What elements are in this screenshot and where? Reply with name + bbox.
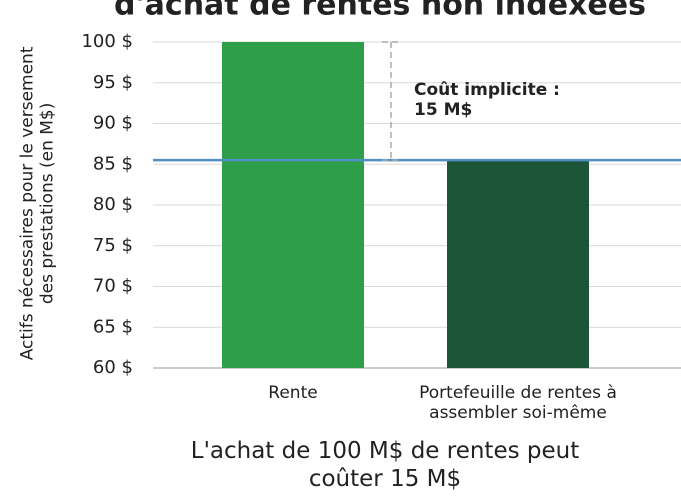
y-tick-label: 75 $ <box>93 235 133 256</box>
y-tick-label: 95 $ <box>93 72 133 93</box>
y-tick-label: 85 $ <box>93 153 133 174</box>
x-tick-label: Portefeuille de rentes à assembler soi-m… <box>419 383 617 424</box>
y-tick-label: 70 $ <box>93 276 133 297</box>
y-axis-label: Actifs nécessaires pour le versement des… <box>17 46 58 361</box>
y-tick-label: 65 $ <box>93 316 133 337</box>
bar <box>447 160 589 368</box>
y-tick-label: 90 $ <box>93 113 133 134</box>
bar <box>222 42 364 368</box>
y-tick-label: 80 $ <box>93 194 133 215</box>
chart-title: d'achat de rentes non indexées <box>114 0 646 23</box>
annotation: Coût implicite : 15 M$ <box>414 80 560 121</box>
y-tick-label: 60 $ <box>93 357 133 378</box>
annotation-bracket <box>382 41 400 161</box>
x-axis-label: L'achat de 100 M$ de rentes peut coûter … <box>190 438 580 492</box>
x-tick-label: Rente <box>268 383 318 403</box>
y-tick-label: 100 $ <box>81 31 133 52</box>
